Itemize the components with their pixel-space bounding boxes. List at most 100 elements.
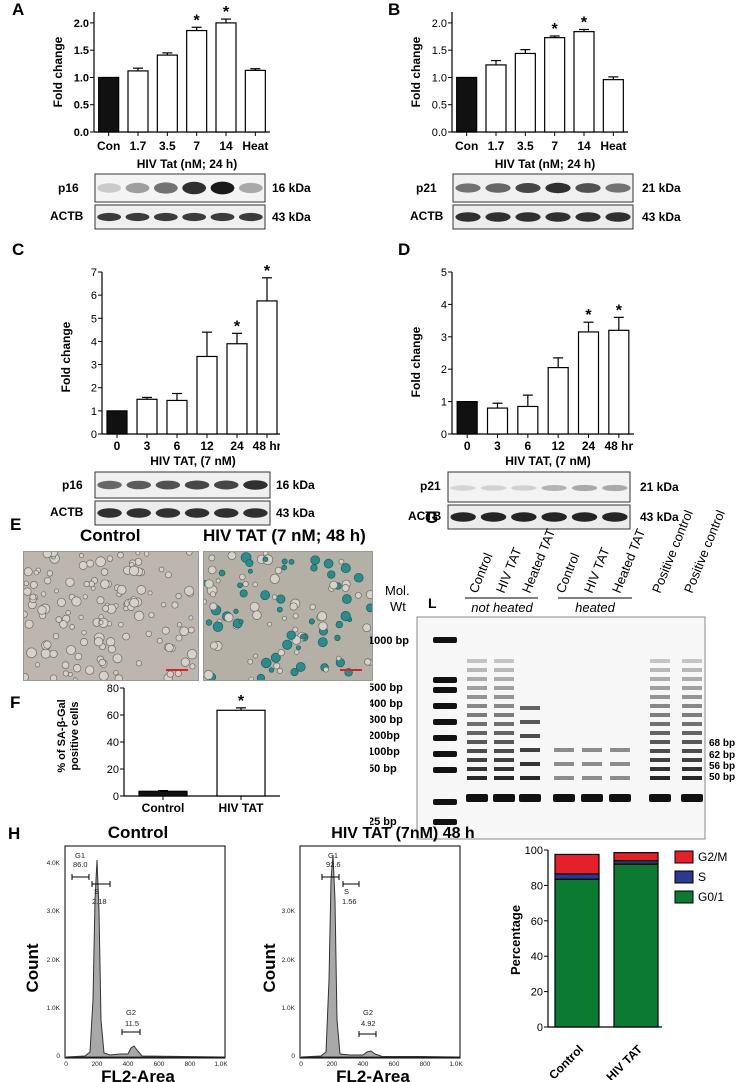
gel-band (494, 704, 514, 708)
blot-D-strip (447, 471, 631, 503)
chart-C-bar (196, 355, 218, 435)
micrograph-tat (203, 551, 373, 681)
cell (281, 564, 287, 571)
cell (71, 596, 82, 607)
chart-B-bar (485, 64, 507, 133)
histogram-xtick: 0 (299, 1061, 303, 1068)
gel-band (682, 731, 702, 735)
cell (40, 648, 51, 659)
chart-F-bar (216, 709, 266, 797)
cell (288, 559, 295, 565)
cell (78, 552, 85, 559)
cell (175, 593, 182, 600)
histogram-xtick: 400 (123, 1061, 134, 1068)
gel-band (467, 749, 487, 753)
chart-A-xtick: 7 (193, 139, 200, 153)
blot-A-strip (94, 173, 266, 203)
cell (238, 619, 244, 625)
blot-band (155, 480, 181, 490)
cell (327, 570, 336, 579)
chart-B-bar (573, 31, 595, 133)
cell (107, 644, 116, 654)
chart-F-ytick: 80 (107, 683, 119, 695)
cell (34, 662, 41, 668)
gel-band (467, 695, 487, 699)
gel-lane-label: Control (553, 551, 583, 596)
panel-label-A: A (12, 0, 25, 19)
chart-H-stack-ytick: 40 (531, 951, 543, 963)
gel-band (650, 713, 670, 717)
gel-band (467, 758, 487, 762)
chart-D-bar (608, 329, 630, 435)
gel-right-markers: 68 bp 62 bp 56 bp 50 bp (709, 738, 735, 783)
cell (37, 605, 47, 615)
gate-g1-value: 86.0 (73, 860, 88, 869)
cell (204, 670, 214, 680)
chart-H-stack-segment (554, 878, 600, 1028)
gel-band (467, 722, 487, 726)
cell (362, 623, 372, 633)
cell (188, 615, 194, 621)
histogram-control-xlabel: FL2-Area (101, 1067, 175, 1082)
gel-ladder-letter: L (428, 595, 437, 611)
gel-band (494, 758, 514, 762)
chart-A-ytick: 1.0 (74, 72, 89, 84)
gel-lane-labels: Control HIV TAT Heated TAT Control HIV T… (466, 510, 728, 595)
gate-s-value: 1.56 (342, 897, 357, 906)
blot-band (126, 480, 151, 490)
gel-ladder-band (433, 799, 457, 805)
cell (135, 660, 142, 667)
cell (135, 552, 141, 556)
cell (116, 585, 127, 595)
gate-g1-value: 92.6 (326, 860, 341, 869)
blot-band (243, 508, 268, 518)
cell (282, 639, 293, 650)
cell (317, 611, 328, 622)
cell (364, 658, 372, 666)
histogram-ytick: 1.0K (47, 1005, 61, 1012)
gel-band (520, 734, 540, 738)
cell (215, 578, 221, 584)
cell (281, 558, 288, 565)
cell (165, 571, 172, 579)
cell (72, 664, 82, 673)
gel-marker: 1000 bp (370, 635, 409, 647)
chart-B-bar (456, 76, 478, 133)
gel-image (416, 616, 706, 840)
gel-band (554, 748, 574, 752)
cell (113, 670, 119, 676)
gel-band (650, 695, 670, 699)
gel-mol-wt-line2: Wt (390, 599, 406, 614)
gel-band (467, 740, 487, 744)
gel-marker: 50 bp (709, 772, 735, 783)
blot-A: p16 16 kDa ACTB 43 kDa (50, 173, 311, 230)
cell (186, 552, 193, 556)
cell (242, 580, 249, 588)
micrograph-control-cells (24, 552, 198, 680)
chart-F-ylabel-line2: positive cells (69, 701, 81, 770)
cell (43, 576, 52, 585)
gel-band (650, 749, 670, 753)
panel-label-C: C (12, 240, 25, 259)
chart-D-xlabel: HIV TAT, (7 nM) (505, 454, 591, 468)
chart-H-stack-xtick: Control (546, 1042, 586, 1080)
gel-band (467, 659, 487, 663)
chart-D-ytick: 5 (441, 267, 447, 279)
blot-D-bands (450, 484, 628, 492)
blot-band (210, 212, 235, 222)
panel-label-G: G (425, 508, 439, 527)
chart-D-xtick: 12 (551, 439, 565, 453)
chart-F-ytick: 20 (107, 764, 119, 776)
blot-C-strip (94, 471, 271, 499)
blot-C-actb-label: ACTB (50, 505, 84, 519)
gel-ladder-band (433, 703, 457, 709)
cell (260, 590, 271, 600)
cell (290, 668, 299, 677)
cell (30, 581, 38, 589)
blot-D-actb-label: ACTB (408, 509, 442, 523)
gel-marker: 400 bp (370, 698, 403, 710)
cell (310, 564, 318, 572)
chart-A-bar (98, 76, 120, 133)
cell (164, 643, 174, 653)
blot-B-kda: 21 kDa (642, 181, 681, 195)
